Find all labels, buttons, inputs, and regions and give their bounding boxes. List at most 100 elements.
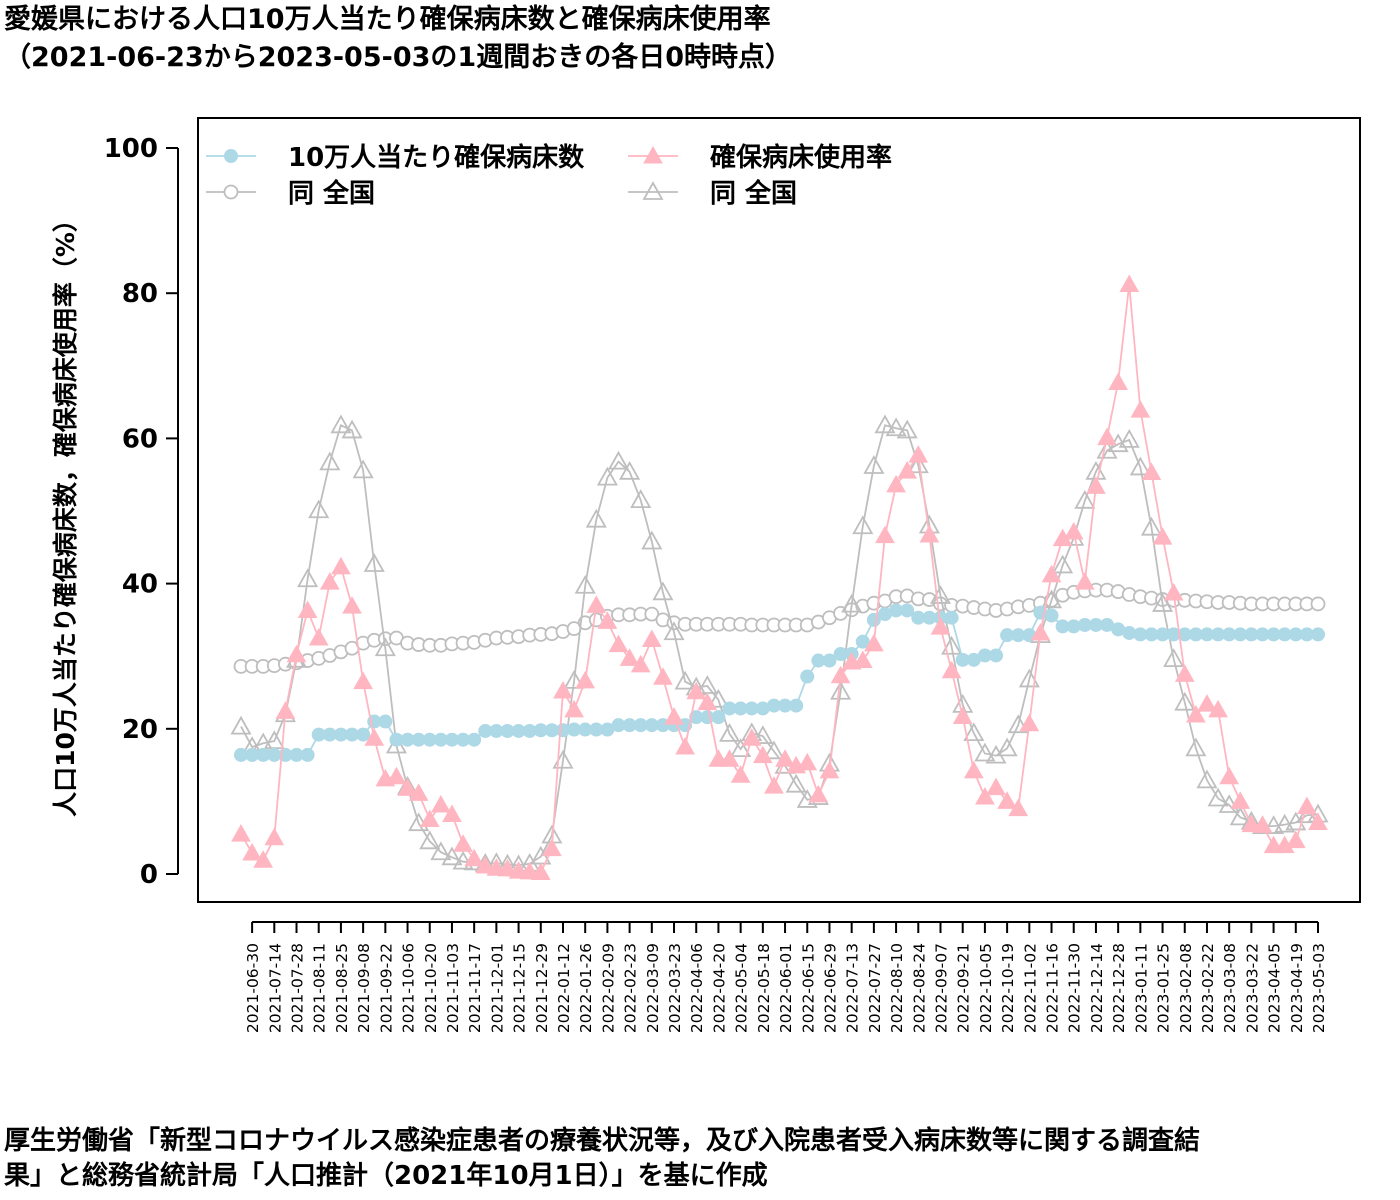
data-point-national-usage: [363, 553, 385, 572]
x-tick-label: 2023-01-25: [1155, 943, 1173, 1033]
data-point-ehime-usage: [1130, 400, 1151, 418]
data-point-ehime-beds: [855, 634, 870, 649]
data-point-ehime-usage: [975, 787, 995, 805]
data-point-ehime-usage: [1163, 583, 1184, 601]
data-point-ehime-beds: [378, 714, 393, 729]
data-point-ehime-usage: [1063, 522, 1084, 540]
data-point-national-usage: [652, 581, 674, 601]
x-tick-label: 2022-09-07: [932, 943, 950, 1033]
data-point-ehime-usage: [497, 858, 518, 877]
data-point-ehime-usage: [852, 650, 873, 669]
data-point-ehime-usage: [730, 765, 751, 783]
data-point-national-usage: [1207, 787, 1229, 807]
x-tick-label: 2022-01-12: [555, 943, 573, 1033]
data-point-national-usage: [752, 725, 774, 744]
x-tick-label: 2022-04-06: [688, 943, 706, 1033]
x-tick-label: 2021-06-30: [244, 943, 262, 1033]
data-point-ehime-usage: [1174, 664, 1195, 682]
data-point-ehime-usage: [242, 842, 262, 861]
data-point-ehime-usage: [797, 752, 818, 771]
legend-label: 同 全国: [710, 178, 797, 209]
data-point-ehime-beds: [467, 732, 482, 747]
data-point-national-usage: [430, 841, 452, 861]
x-tick-label: 2022-02-23: [622, 943, 640, 1033]
data-point-ehime-usage: [1108, 372, 1128, 390]
data-point-national-usage: [585, 508, 607, 528]
x-tick-label: 2021-11-17: [466, 943, 484, 1033]
data-point-national-usage: [718, 723, 741, 742]
data-point-ehime-usage: [1041, 564, 1062, 583]
data-point-ehime-usage: [653, 667, 673, 685]
x-tick-label: 2023-04-19: [1288, 943, 1306, 1033]
data-point-ehime-beds: [1044, 608, 1059, 623]
data-point-national-usage: [1163, 648, 1185, 668]
data-point-ehime-usage: [475, 855, 496, 874]
data-point-national-usage: [1118, 429, 1140, 448]
data-point-ehime-usage: [930, 617, 951, 635]
data-point-national-usage: [863, 455, 885, 474]
data-point-ehime-usage: [952, 706, 973, 724]
data-point-national-usage: [630, 489, 652, 509]
data-point-national-usage: [574, 574, 596, 594]
x-tick-label: 2022-08-10: [888, 943, 906, 1033]
data-point-ehime-usage: [719, 749, 740, 767]
data-point-ehime-usage: [275, 701, 296, 719]
x-tick-label: 2023-04-05: [1266, 943, 1284, 1033]
x-tick-label: 2022-10-19: [999, 943, 1017, 1033]
data-point-ehime-usage: [364, 728, 385, 746]
data-point-national-usage: [1096, 439, 1118, 459]
data-point-ehime-usage: [297, 600, 318, 618]
data-point-national-usage: [619, 460, 641, 480]
data-point-national-usage: [874, 414, 896, 434]
x-tick-label: 2023-01-11: [1132, 943, 1150, 1033]
data-point-ehime-usage: [697, 692, 718, 711]
data-point-ehime-usage: [542, 838, 562, 857]
x-tick-label: 2022-08-24: [910, 943, 928, 1033]
data-point-ehime-usage: [319, 572, 340, 590]
data-point-ehime-usage: [386, 766, 407, 785]
data-point-national-usage: [1263, 815, 1285, 834]
data-point-ehime-usage: [553, 681, 573, 699]
data-point-ehime-usage: [1141, 462, 1162, 481]
data-point-ehime-usage: [331, 556, 351, 575]
data-point-national-usage: [1196, 769, 1218, 789]
data-point-ehime-usage: [1285, 830, 1306, 849]
data-point-ehime-beds: [800, 669, 815, 684]
source-note-line2: 果」と総務省統計局「人口推計（2021年10月1日）」を基に作成: [4, 1161, 768, 1191]
x-tick-label: 2021-08-11: [311, 943, 329, 1033]
x-tick-label: 2022-11-16: [1044, 943, 1062, 1033]
data-point-ehime-usage: [1119, 274, 1140, 292]
data-point-ehime-usage: [864, 633, 884, 652]
chart-title: 愛媛県における人口10万人当たり確保病床数と確保病床使用率: [4, 4, 771, 35]
data-point-ehime-usage: [419, 809, 440, 828]
data-point-national-usage: [319, 451, 341, 471]
data-point-ehime-usage: [830, 665, 851, 684]
x-tick-label: 2022-02-09: [599, 943, 617, 1033]
data-point-ehime-usage: [897, 461, 918, 479]
legend-marker: [643, 145, 663, 164]
data-point-national-usage: [963, 722, 985, 742]
data-point-national-usage: [1174, 691, 1196, 711]
source-note: 厚生労働省「新型コロナウイルス感染症患者の療養状況等，及び入院患者受入病床数等に…: [4, 1124, 1396, 1194]
data-point-national-usage: [1074, 490, 1096, 509]
data-point-national-usage: [563, 670, 585, 689]
data-point-ehime-usage: [752, 745, 773, 764]
data-point-national-usage: [330, 414, 352, 434]
data-point-ehime-usage: [586, 595, 607, 613]
data-point-ehime-usage: [431, 795, 451, 813]
data-point-national-usage: [941, 635, 963, 655]
data-point-national-usage: [885, 417, 907, 437]
data-point-ehime-usage: [408, 783, 429, 801]
x-tick-label: 2022-07-13: [844, 943, 862, 1033]
x-tick-label: 2022-10-05: [977, 943, 995, 1033]
data-point-ehime-usage: [564, 699, 584, 718]
x-tick-label: 2022-03-09: [644, 943, 662, 1033]
data-point-ehime-usage: [997, 791, 1017, 809]
data-point-ehime-usage: [530, 862, 551, 881]
x-tick-label: 2022-06-15: [799, 943, 817, 1033]
data-point-national-usage: [607, 450, 630, 470]
data-point-ehime-beds: [789, 698, 804, 713]
y-tick-label: 100: [104, 134, 158, 164]
data-point-ehime-usage: [1074, 572, 1095, 590]
x-tick-label: 2021-10-20: [422, 943, 440, 1033]
